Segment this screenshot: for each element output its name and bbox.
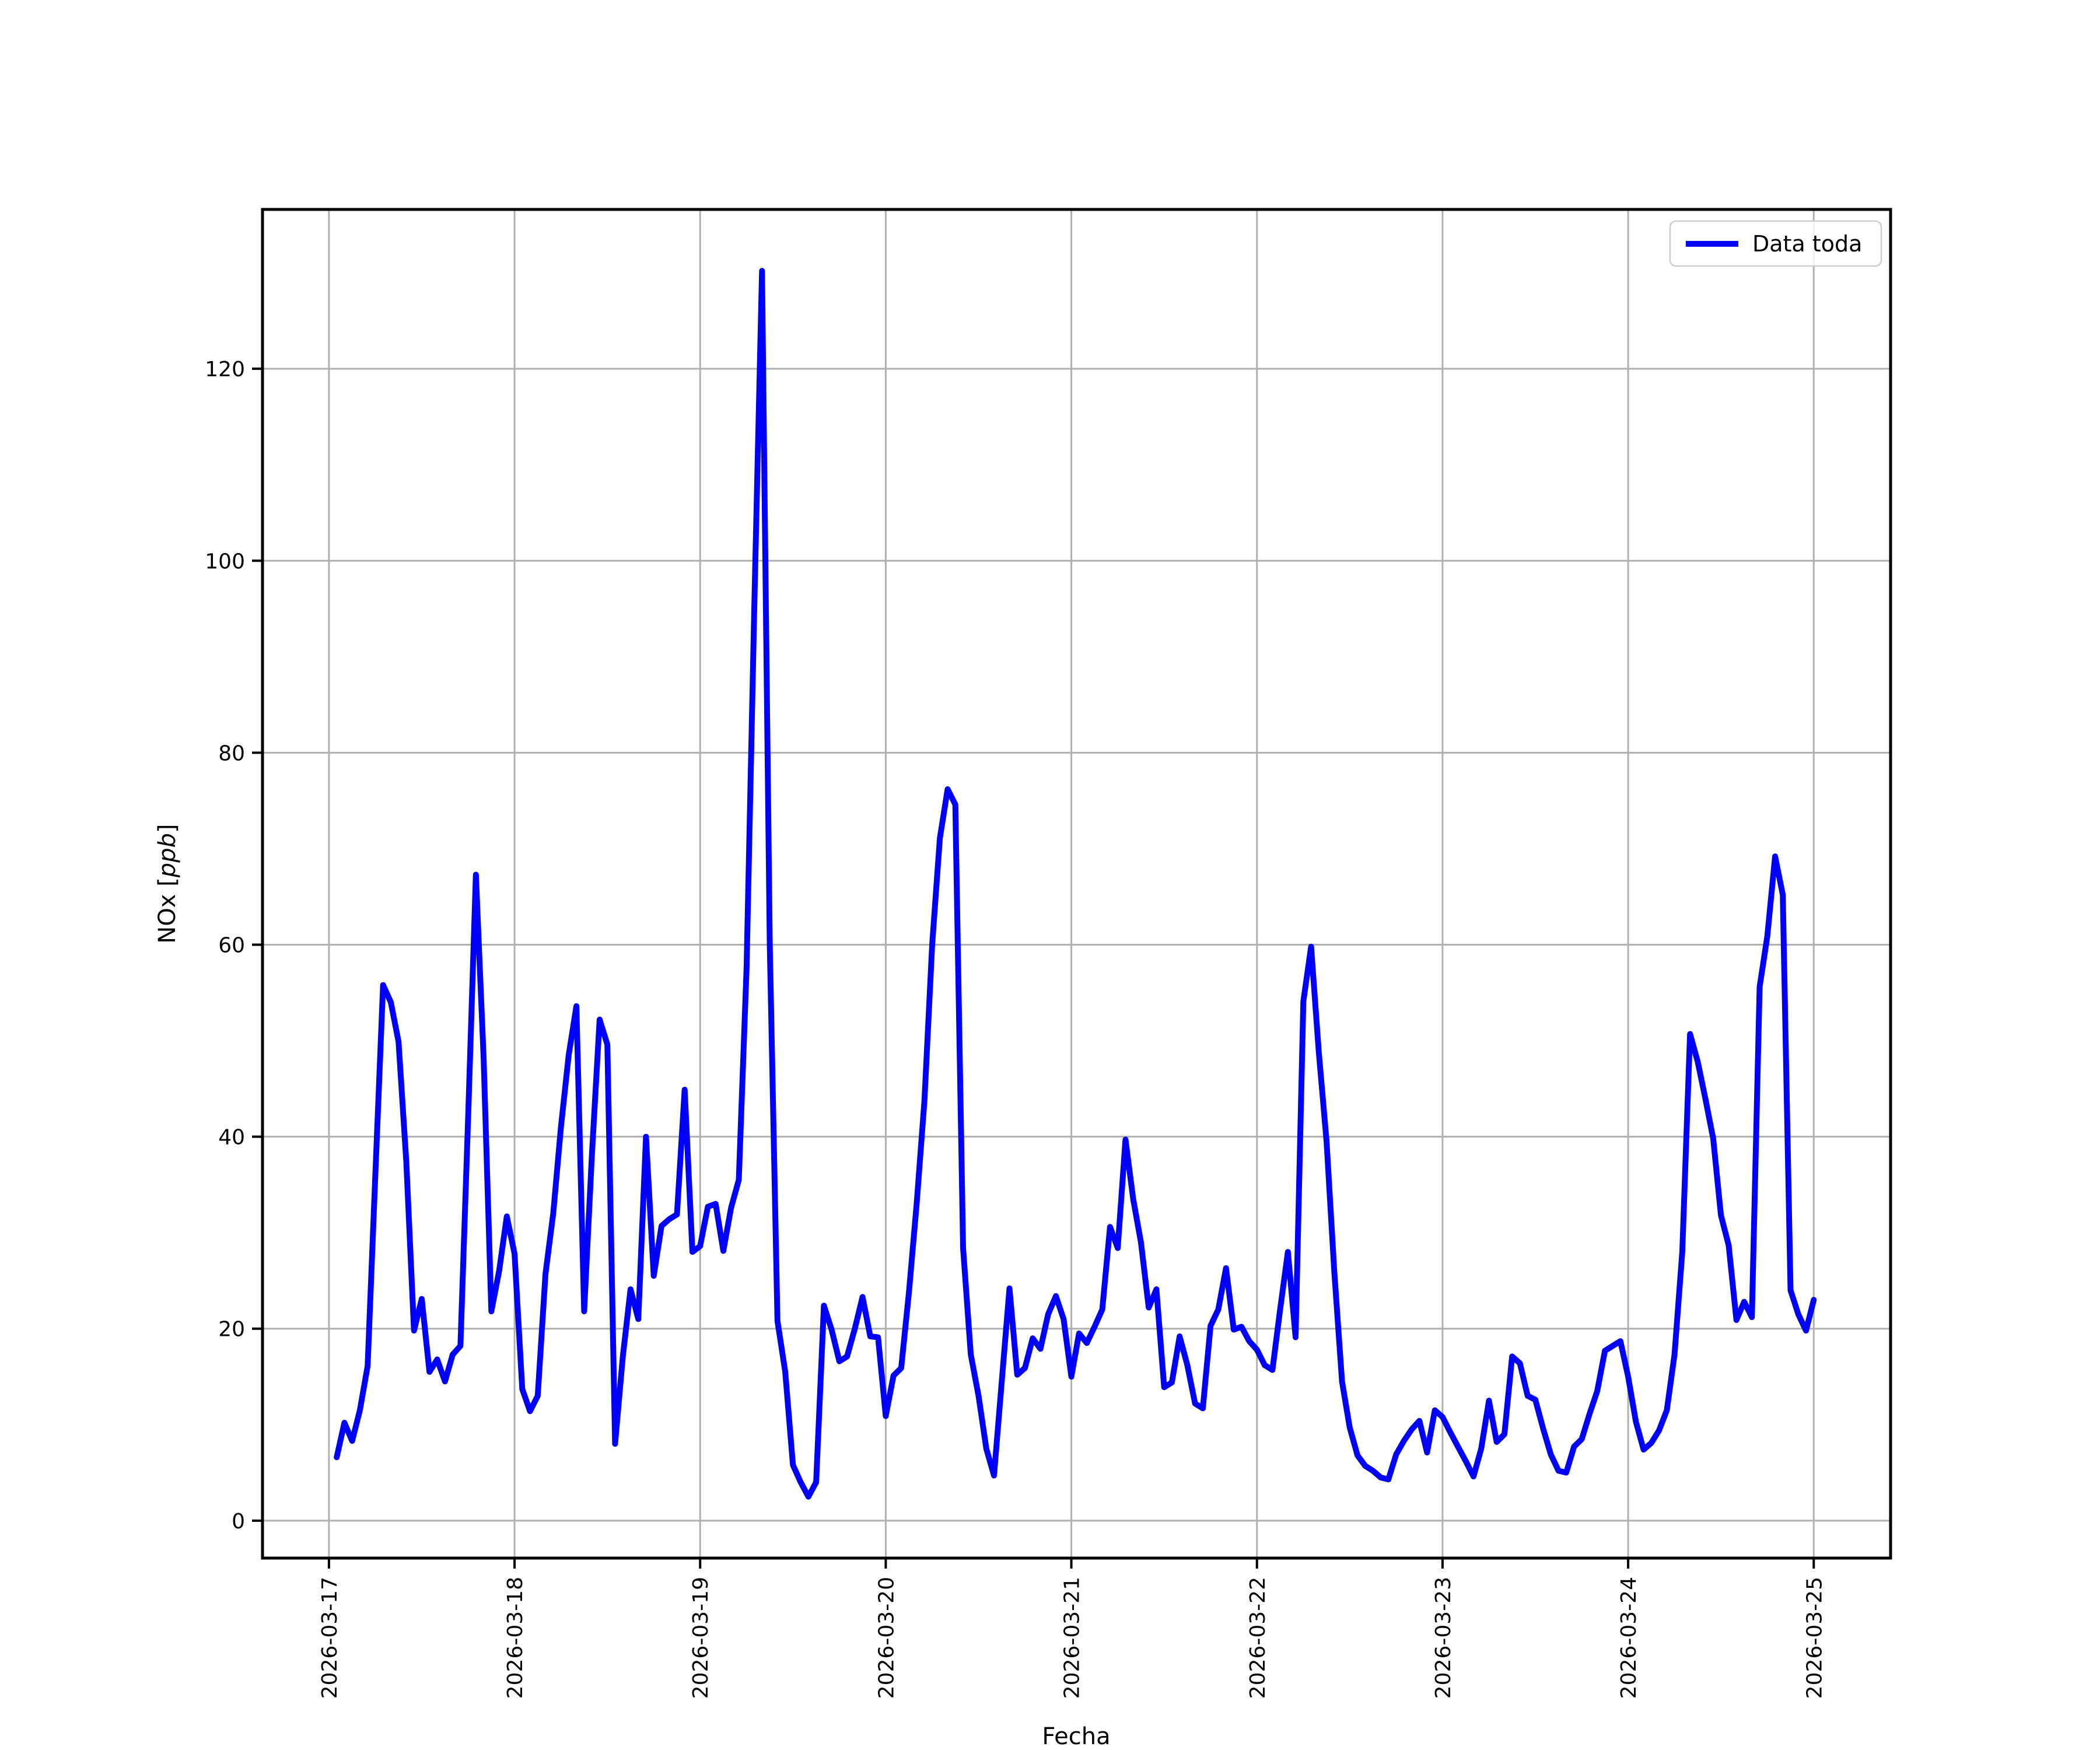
- data-series: [334, 268, 1817, 1500]
- y-axis-label-prefix: NOx [: [154, 877, 181, 943]
- x-tick-label: 2026-03-18: [503, 1577, 527, 1699]
- y-axis-label-unit: ppb: [154, 833, 181, 878]
- x-tick-label: 2026-03-21: [1060, 1577, 1084, 1699]
- y-axis-label: NOx [ppb]: [154, 824, 181, 943]
- y-tick-label: 80: [218, 741, 245, 765]
- axis-tick-labels: 2026-03-17 2026-03-18 2026-03-19 2026-03-20…: [205, 358, 1826, 1699]
- axis-ticks: [252, 368, 1815, 1569]
- grid-lines: [262, 209, 1891, 1558]
- x-axis-label: Fecha: [1042, 1723, 1110, 1750]
- x-tick-label: 2026-03-17: [318, 1577, 342, 1699]
- plot-frame: [261, 208, 1892, 1560]
- x-tick-label: 2026-03-24: [1617, 1577, 1641, 1699]
- y-axis-label-suffix: ]: [154, 824, 181, 833]
- x-tick-label: 2026-03-23: [1432, 1577, 1455, 1699]
- legend-label: Data toda: [1752, 231, 1862, 257]
- x-tick-label: 2026-03-22: [1246, 1577, 1270, 1699]
- y-tick-label: 40: [218, 1126, 245, 1150]
- x-tick-label: 2026-03-20: [874, 1577, 898, 1699]
- series-line-data-toda: [334, 268, 1817, 1500]
- y-tick-label: 120: [205, 358, 245, 382]
- x-tick-label: 2026-03-25: [1803, 1577, 1826, 1699]
- legend-box: [1669, 220, 1882, 267]
- y-tick-label: 60: [218, 933, 245, 957]
- legend: Data toda: [1669, 220, 1882, 267]
- y-tick-label: 0: [232, 1510, 245, 1534]
- y-tick-label: 100: [205, 550, 245, 573]
- y-tick-label: 20: [218, 1318, 245, 1342]
- x-tick-label: 2026-03-19: [689, 1577, 713, 1699]
